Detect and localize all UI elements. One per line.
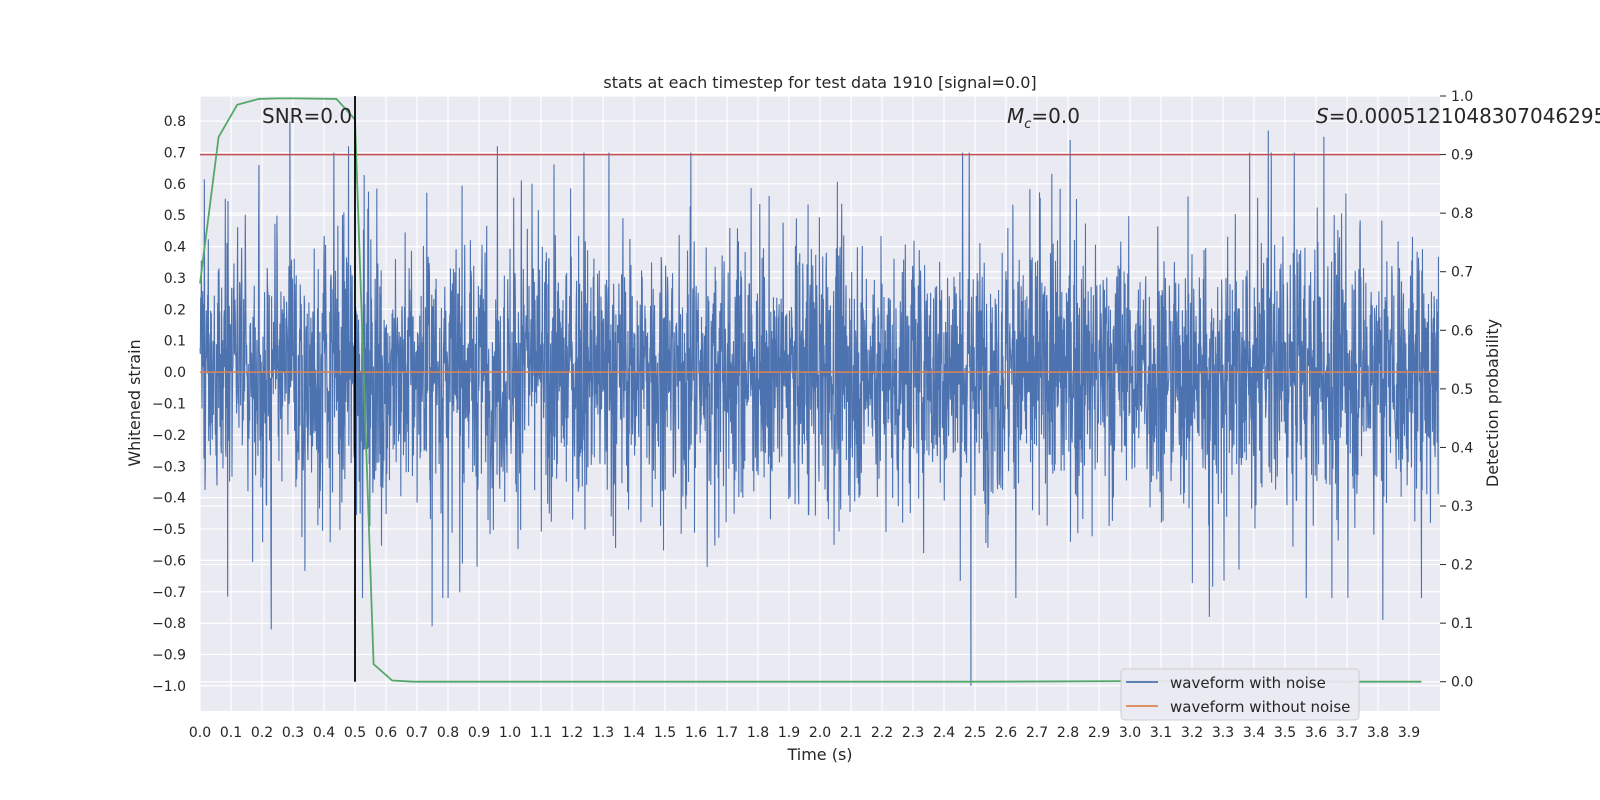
x-axis-label: Time (s) [786,745,852,764]
x-tick-label: 3.3 [1212,725,1234,741]
y2-tick-label: 0.8 [1451,206,1473,222]
y2-tick-labels: 1.0 0.9 0.8 0.7 0.6 0.5 0.4 0.3 0.2 0.1 0.0 [1440,89,1473,691]
y-tick-label: −0.5 [152,522,186,538]
x-tick-label: 2.2 [871,725,893,741]
detection-probability-line [199,97,1422,683]
x-tick-label: 2.1 [840,725,862,741]
legend-box [1120,668,1360,721]
x-tick-label: 2.3 [902,725,924,741]
x-tick-label: 1.4 [623,725,645,741]
y2-tick-label: 1.0 [1451,89,1473,105]
waveform-with-noise-line [199,121,1439,686]
y-tick-label: 0.4 [164,240,186,256]
s-symbol: S [1316,104,1329,128]
x-tick-label: 0.4 [313,725,335,741]
y-axis-label: Whitened strain [125,339,144,466]
mc-subscript: c [1024,117,1031,132]
y-tick-label: −1.0 [152,679,186,695]
x-tick-label: 0.8 [437,725,459,741]
x-tick-label: 0.9 [468,725,490,741]
x-tick-label: 3.6 [1305,725,1327,741]
x-tick-label: 2.7 [1026,725,1048,741]
snr-annotation: SNR=0.0 [262,104,352,128]
y2-tick-label: 0.5 [1451,382,1473,398]
mc-symbol: M [1007,104,1024,128]
mc-annotation: Mc=0.0 [1007,104,1080,132]
x-tick-label: 0.0 [189,725,211,741]
y2-tick-label: 0.6 [1451,323,1473,339]
x-tick-label: 3.7 [1336,725,1358,741]
y-tick-label: 0.6 [164,177,186,193]
y-tick-label: 0.5 [164,208,186,224]
x-tick-label: 2.9 [1088,725,1110,741]
x-tick-label: 0.2 [251,725,273,741]
y-tick-label: −0.1 [152,397,186,413]
y2-tick-label: 0.4 [1451,440,1473,456]
x-tick-label: 1.5 [654,725,676,741]
y-tick-label: 0.7 [164,145,186,161]
x-tick-label: 2.0 [809,725,831,741]
x-tick-label: 3.1 [1150,725,1172,741]
x-tick-label: 1.1 [530,725,552,741]
y-tick-label: 0.8 [164,114,186,130]
legend-label-noise: waveform with noise [1170,674,1326,692]
legend-label-clean: waveform without noise [1170,698,1350,716]
x-tick-label: 0.6 [375,725,397,741]
y-tick-label: 0.2 [164,302,186,318]
x-tick-label: 3.0 [1119,725,1141,741]
x-tick-label: 3.8 [1367,725,1389,741]
x-tick-label: 1.8 [747,725,769,741]
y-tick-label: 0.3 [164,271,186,287]
y2-axis-label: Detection probability [1483,319,1502,487]
y-tick-labels: 0.8 0.7 0.6 0.5 0.4 0.3 0.2 0.1 0.0 −0.1 −0.2 −0.3 −… [152,114,186,695]
x-tick-label: 1.3 [592,725,614,741]
x-tick-label: 0.1 [220,725,242,741]
y2-tick-label: 0.2 [1451,558,1473,574]
x-tick-label: 0.7 [406,725,428,741]
y2-tick-label: 0.3 [1451,499,1473,515]
x-tick-label: 1.6 [685,725,707,741]
legend: waveform with noise waveform without noi… [1120,668,1360,721]
x-tick-label: 3.9 [1398,725,1420,741]
x-tick-label: 1.7 [716,725,738,741]
y-tick-label: −0.8 [152,616,186,632]
y2-tick-label: 0.0 [1451,675,1473,691]
y-tick-label: −0.7 [152,585,186,601]
x-tick-label: 2.5 [964,725,986,741]
y-tick-label: 0.1 [164,334,186,350]
waveform-with-noise-series [199,121,1439,686]
y-tick-label: −0.4 [152,491,186,507]
x-tick-label: 3.4 [1243,725,1265,741]
x-tick-label: 3.5 [1274,725,1296,741]
x-tick-label: 0.5 [344,725,366,741]
x-tick-label: 2.6 [995,725,1017,741]
y-tick-label: −0.2 [152,428,186,444]
x-tick-label: 1.9 [778,725,800,741]
s-annotation: S=0.0005121048307046295 [1316,104,1600,128]
y-tick-label: −0.6 [152,553,186,569]
chart-title: stats at each timestep for test data 191… [603,73,1036,92]
x-tick-label: 2.8 [1057,725,1079,741]
x-tick-labels: 0.0 0.1 0.2 0.3 0.4 0.5 0.6 0.7 0.8 0.9 1.0 1.1 1.2 1… [189,725,1420,741]
y2-tick-label: 0.7 [1451,265,1473,281]
y-tick-label: 0.0 [164,365,186,381]
x-tick-label: 1.0 [499,725,521,741]
x-tick-label: 3.2 [1181,725,1203,741]
x-tick-label: 2.4 [933,725,955,741]
y2-tick-label: 0.1 [1451,616,1473,632]
x-tick-label: 1.2 [561,725,583,741]
y-tick-label: −0.9 [152,648,186,664]
x-tick-label: 0.3 [282,725,304,741]
mc-value: =0.0 [1031,104,1080,128]
y2-tick-label: 0.9 [1451,148,1473,164]
y-tick-label: −0.3 [152,459,186,475]
s-value: =0.0005121048307046295 [1329,104,1600,128]
